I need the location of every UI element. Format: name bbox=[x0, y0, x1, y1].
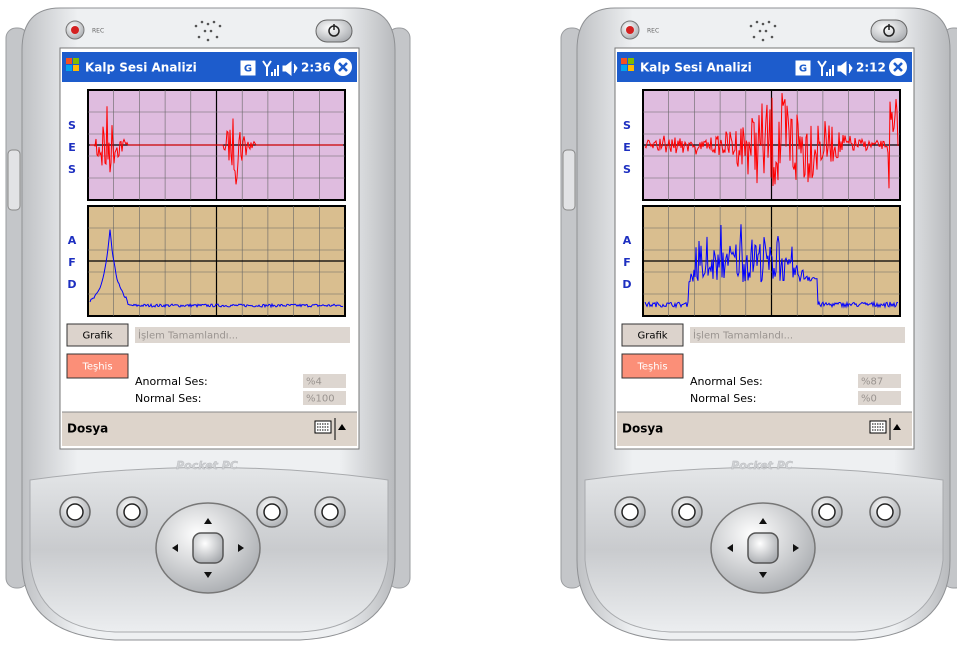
ses-letter: S bbox=[68, 163, 76, 176]
clock: 2:36 bbox=[301, 61, 331, 75]
brand: Pocket PC bbox=[176, 459, 238, 472]
speaker-hole bbox=[771, 36, 774, 39]
speaker-hole bbox=[201, 21, 204, 24]
app-title: Kalp Sesi Analizi bbox=[640, 61, 752, 75]
speaker-hole bbox=[759, 30, 762, 33]
speaker-hole bbox=[195, 25, 198, 28]
abnormal-label: Anormal Ses: bbox=[690, 375, 763, 388]
abnormal-label: Anormal Ses: bbox=[135, 375, 208, 388]
hardware-button-face bbox=[322, 504, 338, 520]
speaker-hole bbox=[765, 30, 768, 33]
speaker-hole bbox=[198, 36, 201, 39]
abnormal-value: %87 bbox=[861, 377, 883, 388]
speaker-hole bbox=[210, 30, 213, 33]
hardware-button-face bbox=[819, 504, 835, 520]
start-flag bbox=[621, 65, 627, 71]
speaker-hole bbox=[213, 21, 216, 24]
speaker-hole bbox=[753, 36, 756, 39]
menu-dosya[interactable]: Dosya bbox=[622, 422, 663, 436]
normal-label: Normal Ses: bbox=[135, 392, 201, 405]
speaker-hole bbox=[204, 30, 207, 33]
afd-letter: A bbox=[68, 234, 77, 247]
brand: Pocket PC bbox=[731, 459, 793, 472]
afd-letter: F bbox=[68, 256, 76, 269]
start-flag bbox=[73, 65, 79, 71]
abnormal-value: %4 bbox=[306, 377, 322, 388]
speaker-hole bbox=[750, 25, 753, 28]
speaker-hole bbox=[762, 39, 765, 42]
start-flag bbox=[628, 65, 634, 71]
page: RECKalp Sesi AnaliziG2:36SESAFDGrafikİşl… bbox=[0, 0, 957, 646]
rec-label: REC bbox=[647, 28, 659, 35]
afd-letter: D bbox=[622, 278, 631, 291]
side-button[interactable] bbox=[563, 150, 575, 210]
speaker-hole bbox=[216, 36, 219, 39]
start-flag bbox=[73, 58, 79, 64]
rec-dot bbox=[626, 26, 634, 34]
grafik-label: Grafik bbox=[637, 331, 667, 342]
ses-letter: S bbox=[68, 119, 76, 132]
ses-letter: E bbox=[68, 141, 76, 154]
afd-letter: F bbox=[623, 256, 631, 269]
ses-letter: S bbox=[623, 163, 631, 176]
menu-dosya[interactable]: Dosya bbox=[67, 422, 108, 436]
speaker-hole bbox=[762, 23, 765, 26]
hardware-button-face bbox=[124, 504, 140, 520]
teshis-label: Teşhis bbox=[81, 362, 112, 373]
speaker-hole bbox=[219, 25, 222, 28]
start-flag bbox=[621, 58, 627, 64]
ses-letter: E bbox=[623, 141, 631, 154]
start-flag bbox=[66, 65, 72, 71]
dpad-center[interactable] bbox=[193, 533, 223, 563]
normal-value: %100 bbox=[306, 394, 335, 405]
hardware-button-face bbox=[622, 504, 638, 520]
power-button[interactable] bbox=[316, 20, 352, 42]
grafik-label: Grafik bbox=[82, 331, 112, 342]
afd-letter: A bbox=[623, 234, 632, 247]
speaker-hole bbox=[207, 39, 210, 42]
g-icon: G bbox=[244, 64, 252, 75]
pocket-pc: REC Kalp Sesi Analizi G 2:36 SES AFD Grafik İşl… bbox=[6, 8, 410, 640]
clock: 2:12 bbox=[856, 61, 886, 75]
rec-dot bbox=[71, 26, 79, 34]
ses-letter: S bbox=[623, 119, 631, 132]
status-text: İşlem Tamamlandı... bbox=[138, 329, 238, 342]
screenshot: RECKalp Sesi AnaliziG2:36SESAFDGrafikİşl… bbox=[0, 0, 957, 646]
teshis-label: Teşhis bbox=[636, 362, 667, 373]
speaker-hole bbox=[774, 25, 777, 28]
pocket-pc: REC Kalp Sesi Analizi G 2:12 SES AFD Grafik İşl… bbox=[561, 8, 957, 640]
afd-letter: D bbox=[67, 278, 76, 291]
power-button[interactable] bbox=[871, 20, 907, 42]
status-text: İşlem Tamamlandı... bbox=[693, 329, 793, 342]
rec-label: REC bbox=[92, 28, 104, 35]
speaker-hole bbox=[756, 21, 759, 24]
hardware-button-face bbox=[877, 504, 893, 520]
g-icon: G bbox=[799, 64, 807, 75]
normal-label: Normal Ses: bbox=[690, 392, 756, 405]
speaker-hole bbox=[768, 21, 771, 24]
dpad-center[interactable] bbox=[748, 533, 778, 563]
hardware-button-face bbox=[264, 504, 280, 520]
start-flag bbox=[66, 58, 72, 64]
speaker-hole bbox=[207, 23, 210, 26]
side-button[interactable] bbox=[8, 150, 20, 210]
hardware-button-face bbox=[679, 504, 695, 520]
app-title: Kalp Sesi Analizi bbox=[85, 61, 197, 75]
start-flag bbox=[628, 58, 634, 64]
normal-value: %0 bbox=[861, 394, 877, 405]
hardware-button-face bbox=[67, 504, 83, 520]
